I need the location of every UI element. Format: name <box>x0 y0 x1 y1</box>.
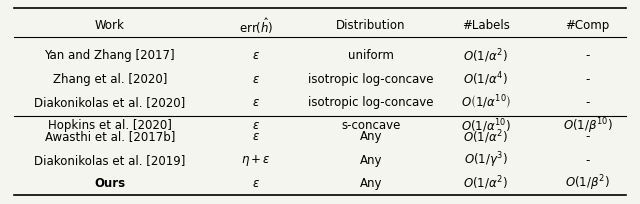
Text: -: - <box>586 95 590 109</box>
Text: $\epsilon$: $\epsilon$ <box>252 72 260 85</box>
Text: $\epsilon$: $\epsilon$ <box>252 95 260 109</box>
Text: Yan and Zhang [2017]: Yan and Zhang [2017] <box>44 49 175 62</box>
Text: Awasthi et al. [2017b]: Awasthi et al. [2017b] <box>45 130 175 143</box>
Text: $\epsilon$: $\epsilon$ <box>252 176 260 189</box>
Text: isotropic log-concave: isotropic log-concave <box>308 72 434 85</box>
Text: isotropic log-concave: isotropic log-concave <box>308 95 434 109</box>
Text: Any: Any <box>360 153 382 166</box>
Text: -: - <box>586 72 590 85</box>
Text: $O(1/\alpha^2)$: $O(1/\alpha^2)$ <box>463 174 508 191</box>
Text: $O(1/\beta^2)$: $O(1/\beta^2)$ <box>565 173 610 192</box>
Text: $\epsilon$: $\epsilon$ <box>252 130 260 143</box>
Text: Any: Any <box>360 176 382 189</box>
Text: Hopkins et al. [2020]: Hopkins et al. [2020] <box>48 119 172 132</box>
Text: $O\left(1/\alpha^{10}\right)$: $O\left(1/\alpha^{10}\right)$ <box>461 93 511 111</box>
Text: #Comp: #Comp <box>566 19 610 32</box>
Text: $O(1/\beta^{10})$: $O(1/\beta^{10})$ <box>563 115 612 135</box>
Text: $O(1/\alpha^{10})$: $O(1/\alpha^{10})$ <box>461 116 511 134</box>
Text: $O(1/\gamma^3)$: $O(1/\gamma^3)$ <box>464 150 508 169</box>
Text: Diakonikolas et al. [2020]: Diakonikolas et al. [2020] <box>34 95 186 109</box>
Text: s-concave: s-concave <box>341 119 401 132</box>
Text: Work: Work <box>95 19 125 32</box>
Text: Ours: Ours <box>94 176 125 189</box>
Text: Any: Any <box>360 130 382 143</box>
Text: err$(\hat{h})$: err$(\hat{h})$ <box>239 16 273 35</box>
Text: #Labels: #Labels <box>461 19 509 32</box>
Text: Diakonikolas et al. [2019]: Diakonikolas et al. [2019] <box>34 153 186 166</box>
Text: Zhang et al. [2020]: Zhang et al. [2020] <box>52 72 167 85</box>
Text: $\epsilon$: $\epsilon$ <box>252 119 260 132</box>
Text: $O(1/\alpha^2)$: $O(1/\alpha^2)$ <box>463 128 508 145</box>
Text: -: - <box>586 130 590 143</box>
Text: Distribution: Distribution <box>336 19 406 32</box>
Text: -: - <box>586 153 590 166</box>
Text: $O(1/\alpha^2)$: $O(1/\alpha^2)$ <box>463 47 508 64</box>
Text: $\eta + \epsilon$: $\eta + \epsilon$ <box>241 152 271 167</box>
Text: uniform: uniform <box>348 49 394 62</box>
Text: $\epsilon$: $\epsilon$ <box>252 49 260 62</box>
Text: $O(1/\alpha^4)$: $O(1/\alpha^4)$ <box>463 70 508 88</box>
Text: -: - <box>586 49 590 62</box>
